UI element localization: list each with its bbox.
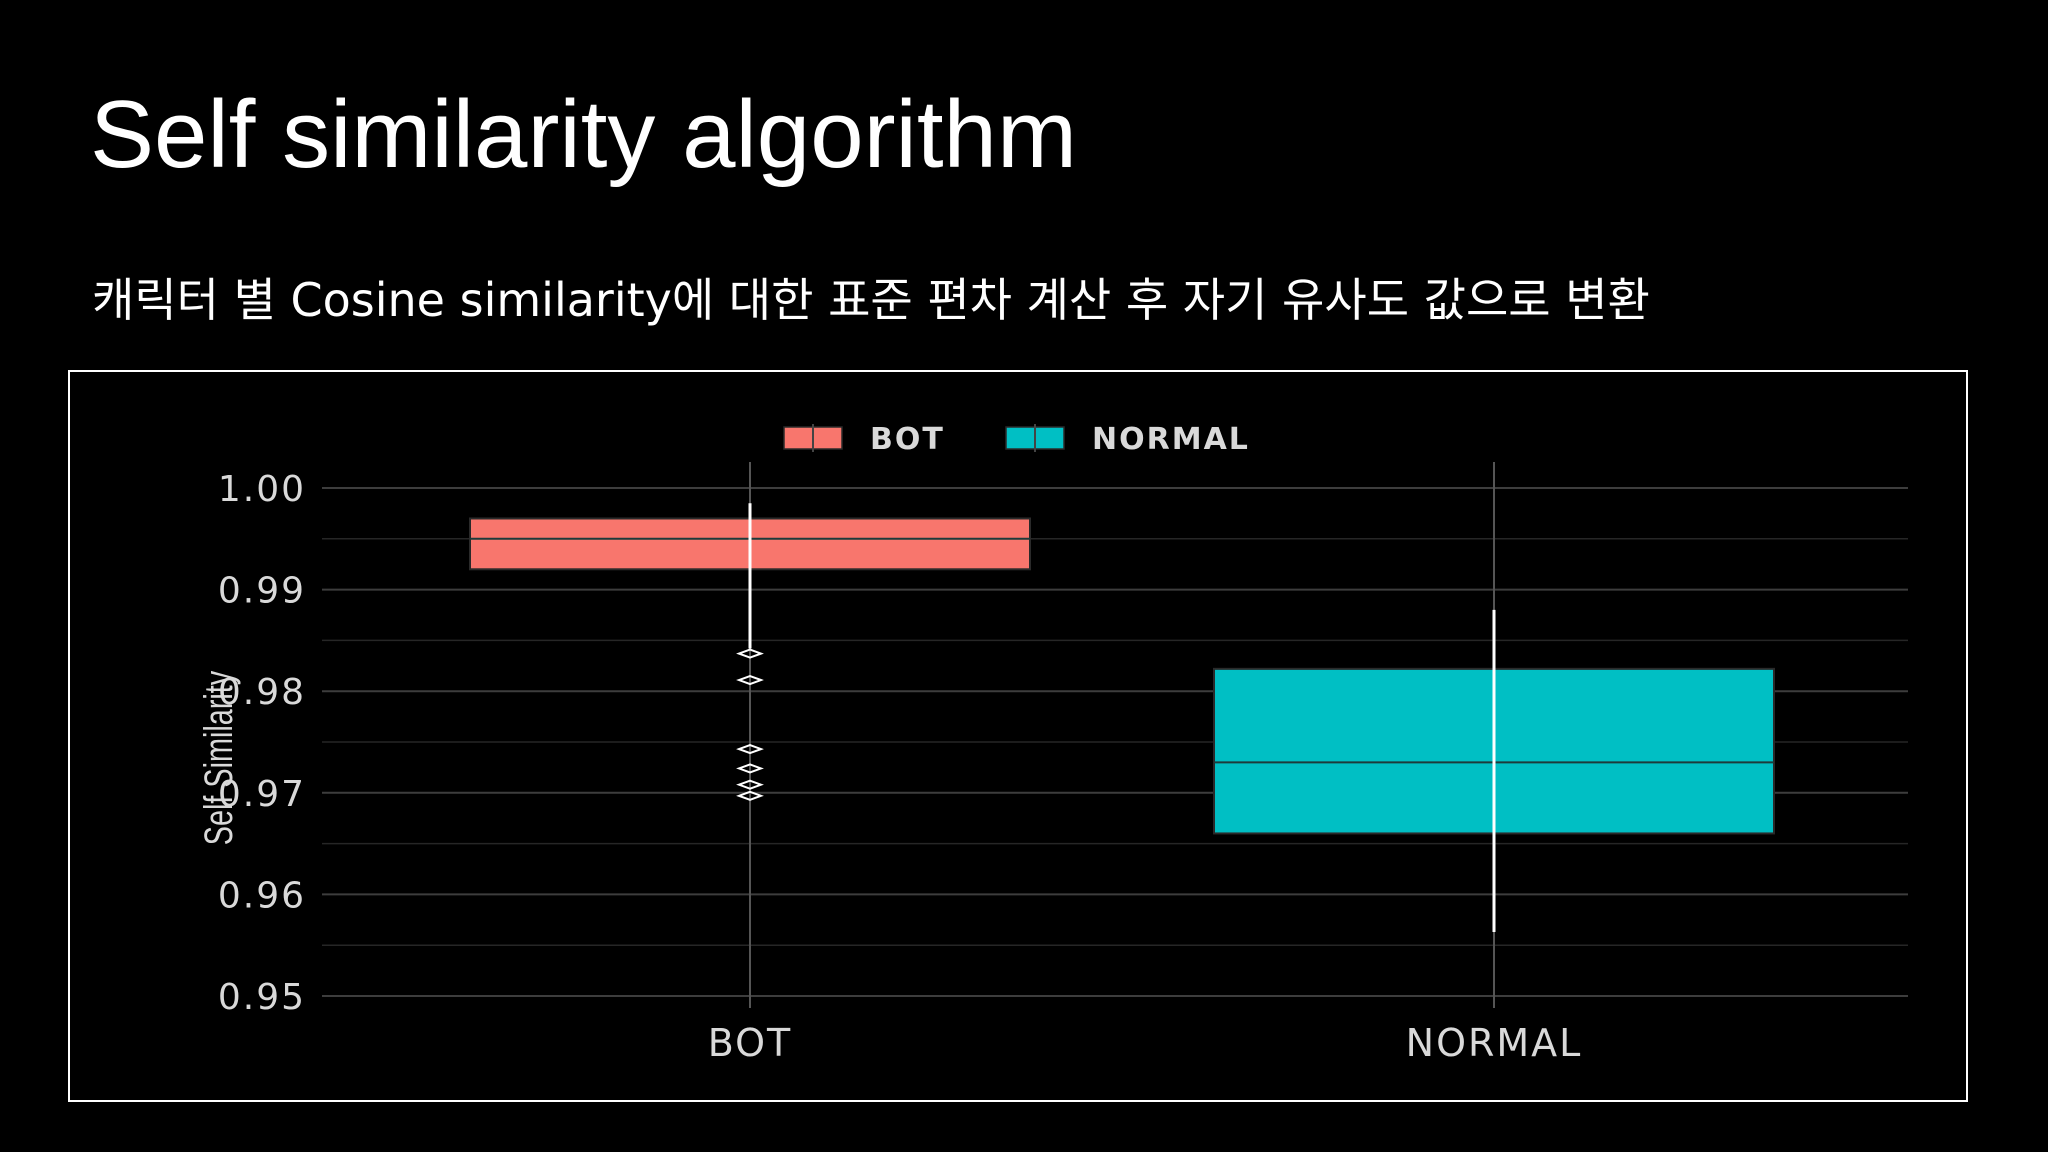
y-axis-label: Self Similarity bbox=[196, 670, 241, 845]
slide-title: Self similarity algorithm bbox=[90, 81, 1077, 188]
outlier-point bbox=[736, 674, 764, 686]
y-tick-label: 0.96 bbox=[218, 875, 306, 916]
outlier-point bbox=[736, 763, 764, 774]
boxplot-chart: 1.00 0.99 0.98 0.97 0.96 0.95 Self Similarity B… bbox=[196, 422, 1908, 1065]
y-tick-label: 0.95 bbox=[218, 977, 306, 1018]
x-category-label: BOT bbox=[708, 1021, 793, 1065]
y-tick-label: 0.97 bbox=[218, 774, 306, 815]
y-tick-label: 0.98 bbox=[218, 672, 306, 713]
y-tick-label: 1.00 bbox=[218, 469, 306, 510]
chart-frame: 1.00 0.99 0.98 0.97 0.96 0.95 Self Similarity B… bbox=[68, 370, 1968, 1102]
x-category-label: NORMAL bbox=[1406, 1021, 1583, 1065]
outlier-point bbox=[736, 744, 764, 755]
legend-label-normal: NORMAL bbox=[1092, 422, 1250, 457]
outlier-point bbox=[736, 790, 764, 801]
slide-subtitle: 캐릭터 별 Cosine similarity에 대한 표준 편차 계산 후 자… bbox=[92, 273, 1650, 327]
outlier-point bbox=[736, 779, 764, 790]
y-tick-label: 0.99 bbox=[218, 571, 306, 612]
legend-label-bot: BOT bbox=[870, 422, 945, 457]
outlier-point bbox=[736, 648, 764, 659]
